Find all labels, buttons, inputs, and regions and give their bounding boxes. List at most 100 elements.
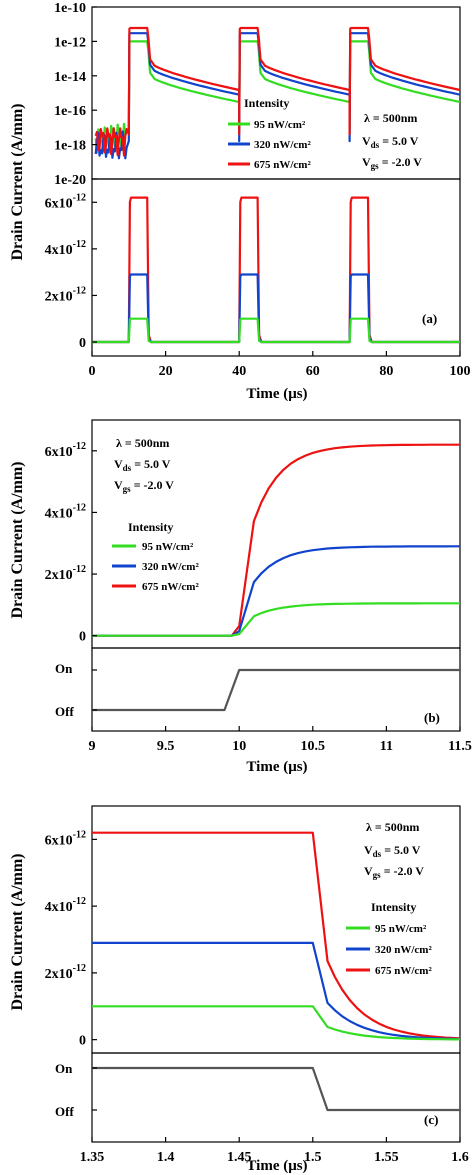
- legend-a-label-blue: 320 nW/cm²: [254, 139, 311, 151]
- c-tick-label: 1.5: [304, 1150, 322, 1165]
- c-series-red: [92, 831, 461, 1040]
- gate-b: [92, 668, 460, 712]
- panel-label-b: (b): [424, 710, 440, 725]
- condition-a-vgs: Vgs = -2.0 V: [362, 155, 422, 171]
- legend-c-title: Intensity: [371, 900, 416, 914]
- axes-b-gate-frame: [91, 647, 461, 732]
- gate-c-off-label: Off: [55, 1104, 74, 1119]
- panel-label-a: (a): [422, 311, 437, 326]
- c-tick-label: 6x10-12: [45, 829, 86, 848]
- b-tick-label: 9: [89, 739, 96, 754]
- plot-a-lin: [92, 196, 460, 344]
- gate-c-on-label: On: [55, 1061, 73, 1076]
- panel-label-c: (c): [424, 1112, 438, 1127]
- condition-c-vds: Vds = 5.0 V: [364, 843, 421, 859]
- condition-c-vgs: Vgs = -2.0 V: [364, 864, 424, 880]
- plot-a-log: [94, 26, 461, 160]
- legend-c-label-green: 95 nW/cm²: [375, 923, 427, 935]
- axes-b-frame: [91, 419, 461, 649]
- a-log-tick-label: 1e-16: [54, 104, 86, 119]
- a-tick-label: 100: [450, 364, 471, 379]
- a-lin-tick-label: 0: [79, 336, 86, 351]
- ylabel-c: Drain Current (A/mm): [9, 853, 26, 1010]
- xticks-c: 1.35 1.4 1.45 1.5 1.55 1.6: [80, 1137, 469, 1165]
- a-lin-tick-label: 2x10-12: [45, 285, 86, 304]
- gate-b-on-label: On: [55, 661, 73, 676]
- a-log-tick-label: 1e-14: [54, 70, 86, 85]
- b-tick-label: 2x10-12: [45, 564, 86, 583]
- legend-b-label-blue: 320 nW/cm²: [142, 561, 199, 573]
- legend-b-label-red: 675 nW/cm²: [142, 581, 199, 593]
- c-tick-label: 4x10-12: [45, 896, 86, 915]
- c-gate-signal: [92, 1066, 460, 1112]
- xlabel-a: Time (μs): [246, 386, 307, 402]
- condition-b-vgs: Vgs = -2.0 V: [114, 478, 174, 494]
- b-series-green: [92, 602, 460, 637]
- yticks-c: 6x10-12 4x10-12 2x10-12 0: [45, 829, 97, 1049]
- a-log-tick-label: 1e-20: [54, 173, 86, 188]
- a-log-tick-label: 1e-18: [54, 139, 86, 154]
- a-lin-tick-label: 4x10-12: [45, 239, 86, 258]
- c-series-green: [92, 1005, 460, 1041]
- condition-b-lambda: λ = 500nm: [116, 436, 169, 450]
- a-log-series-red: [94, 26, 461, 157]
- a-tick-label: 80: [379, 364, 393, 379]
- c-tick-label: 1.35: [80, 1150, 105, 1165]
- axes-c-gate-frame: [91, 1052, 461, 1143]
- condition-c-lambda: λ = 500nm: [366, 820, 419, 834]
- b-tick-label: 10: [232, 739, 246, 754]
- yticks-a-lin: 6x10-12 4x10-12 2x10-12 0: [45, 192, 97, 351]
- legend-a-title: Intensity: [244, 96, 289, 110]
- b-series-blue: [92, 545, 460, 637]
- plot-b: [92, 443, 460, 637]
- ylabel-a: Drain Current (A/mm): [9, 103, 26, 260]
- a-tick-label: 20: [159, 364, 173, 379]
- panel-c: 6x10-12 4x10-12 2x10-12 0 1.35 1.4 1.45 1.5 1.5…: [9, 805, 469, 1174]
- legend-a-label-red: 675 nW/cm²: [254, 159, 311, 171]
- legend-a-label-green: 95 nW/cm²: [254, 119, 306, 131]
- c-series-blue: [92, 941, 461, 1041]
- b-tick-label: 6x10-12: [45, 441, 86, 460]
- ylabel-b: Drain Current (A/mm): [9, 461, 26, 618]
- xticks-b: 9 9.5 10 10.5 11 11.5: [89, 726, 472, 754]
- b-tick-label: 0: [79, 630, 86, 645]
- axes-a-lin-frame: [91, 178, 461, 357]
- condition-a-vds: Vds = 5.0 V: [362, 134, 419, 150]
- c-tick-label: 1.4: [157, 1150, 175, 1165]
- gate-b-off-label: Off: [55, 704, 74, 719]
- c-tick-label: 0: [79, 1034, 86, 1049]
- b-tick-label: 9.5: [157, 739, 175, 754]
- xlabel-c: Time (μs): [246, 1158, 307, 1174]
- yticks-a-log: 1e-10 1e-12 1e-14 1e-16 1e-18 1e-20: [54, 1, 97, 188]
- legend-b-label-green: 95 nW/cm²: [142, 541, 194, 553]
- a-tick-label: 60: [306, 364, 320, 379]
- c-tick-label: 1.6: [451, 1150, 469, 1165]
- a-log-tick-label: 1e-12: [54, 35, 86, 50]
- c-tick-label: 2x10-12: [45, 963, 86, 982]
- a-tick-label: 0: [89, 364, 96, 379]
- b-tick-label: 11.5: [448, 739, 472, 754]
- a-tick-label: 40: [232, 364, 246, 379]
- b-gate-signal: [92, 668, 460, 712]
- xticks-a: 0 20 40 60 80 100: [89, 351, 471, 379]
- a-log-tick-label: 1e-10: [54, 1, 86, 16]
- b-series-red: [92, 443, 460, 637]
- condition-a-lambda: λ = 500nm: [364, 111, 417, 125]
- b-tick-label: 10.5: [301, 739, 326, 754]
- a-lin-series-blue: [92, 273, 460, 344]
- xlabel-b: Time (μs): [246, 759, 307, 775]
- a-lin-series-green: [92, 317, 460, 344]
- a-lin-series-red: [92, 196, 460, 344]
- panel-a: 1e-10 1e-12 1e-14 1e-16 1e-18 1e-20 6x10-12 4x…: [9, 1, 471, 402]
- legend-c-label-blue: 320 nW/cm²: [375, 944, 432, 956]
- legend-c-label-red: 675 nW/cm²: [375, 965, 432, 977]
- gate-c: [92, 1066, 460, 1112]
- plot-c: [92, 831, 461, 1041]
- a-lin-tick-label: 6x10-12: [45, 192, 86, 211]
- yticks-b: 6x10-12 4x10-12 2x10-12 0: [45, 441, 97, 645]
- legend-b-title: Intensity: [128, 520, 173, 534]
- c-tick-label: 1.45: [227, 1150, 252, 1165]
- b-tick-label: 4x10-12: [45, 502, 86, 521]
